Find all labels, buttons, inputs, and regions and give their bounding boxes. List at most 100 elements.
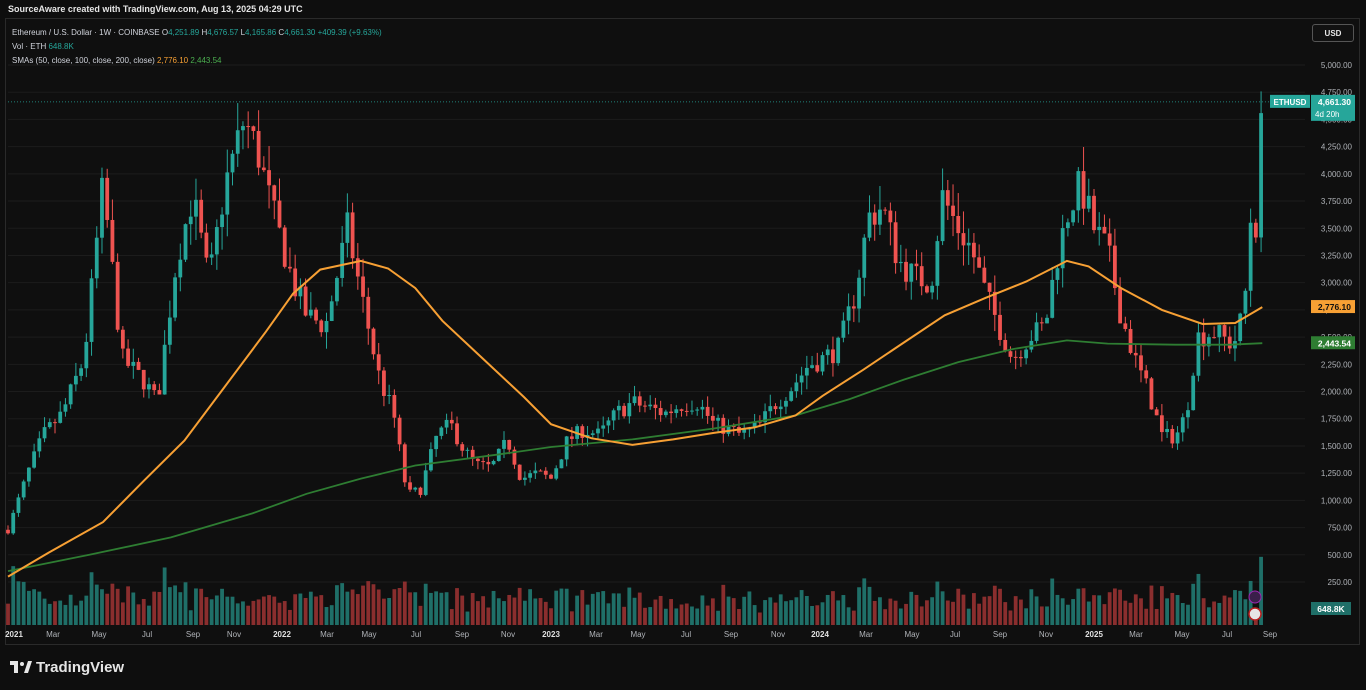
candle-body <box>194 199 198 217</box>
volume-bar <box>1186 604 1190 625</box>
volume-bar <box>277 602 282 625</box>
candle-body <box>789 391 794 401</box>
candle-body <box>376 354 381 371</box>
volume-bar <box>470 593 475 625</box>
candle-body <box>930 285 935 293</box>
candle-body <box>716 417 720 421</box>
volume-bar <box>872 600 877 625</box>
volume-bar <box>366 581 371 625</box>
volume-tag-text: 648.8K <box>1317 604 1345 614</box>
volume-bar <box>319 595 324 625</box>
candle-body <box>147 384 151 390</box>
volume-bar <box>194 588 198 625</box>
volume-bar <box>1212 601 1216 625</box>
attribution-text: SourceAware created with TradingView.com… <box>8 4 303 14</box>
candle-body <box>507 439 512 450</box>
candle-body <box>1081 171 1086 209</box>
volume-bar <box>434 591 439 625</box>
x-tick-label: Jul <box>1222 630 1232 639</box>
candle-body <box>690 410 694 412</box>
candle-body <box>810 365 814 368</box>
volume-bar <box>841 595 846 625</box>
candle-body <box>658 408 663 416</box>
volume-bar <box>371 584 376 625</box>
candle-body <box>705 406 710 416</box>
volume-bar <box>1180 602 1185 625</box>
volume-bar <box>1055 594 1060 625</box>
candle-body <box>502 439 506 449</box>
volume-bar <box>1170 592 1175 625</box>
candle-body <box>110 219 115 262</box>
candle-body <box>559 459 564 469</box>
volume-bar <box>429 592 433 625</box>
legend-volume-label[interactable]: Vol · ETH <box>12 42 47 51</box>
candle-body <box>1076 171 1081 211</box>
candle-body <box>1159 415 1164 433</box>
tradingview-logo[interactable]: TradingView <box>10 659 124 676</box>
volume-bar <box>1050 578 1055 625</box>
volume-bar <box>340 583 345 625</box>
x-tick-label: Sep <box>1263 630 1278 639</box>
volume-bar <box>6 603 10 625</box>
candle-body <box>455 423 459 445</box>
volume-bar <box>883 609 888 625</box>
volume-bar <box>831 591 835 625</box>
legend-close-label: C <box>278 28 285 37</box>
candle-body <box>601 425 606 429</box>
volume-bar <box>173 585 177 625</box>
volume-bar <box>120 602 125 625</box>
candle-body <box>643 405 647 407</box>
candle-body <box>966 242 971 246</box>
volume-bar <box>1060 598 1065 625</box>
volume-bar <box>966 608 971 625</box>
volume-bar <box>481 596 486 625</box>
candle-body <box>293 268 298 297</box>
volume-bar <box>1201 598 1206 625</box>
candle-body <box>1222 325 1227 337</box>
volume-bar <box>768 597 773 625</box>
chart-panel[interactable] <box>5 18 1360 645</box>
volume-bar <box>293 594 298 625</box>
volume-bar <box>590 593 595 625</box>
candle-body <box>616 405 621 411</box>
candle-body <box>329 301 334 322</box>
volume-bar <box>1003 602 1008 625</box>
volume-bar <box>951 601 955 625</box>
candle-body <box>987 282 992 292</box>
candle-body <box>815 365 820 372</box>
y-tick-label: 1,500.00 <box>1321 442 1353 451</box>
candle-body <box>413 487 418 490</box>
volume-bar <box>972 593 976 625</box>
candle-body <box>220 214 224 228</box>
candle-body <box>679 409 684 411</box>
volume-bar <box>747 591 752 625</box>
volume-bar <box>105 593 110 625</box>
candle-body <box>1139 355 1143 371</box>
candle-body <box>1003 339 1008 352</box>
volume-bar <box>1144 608 1149 625</box>
candle-body <box>653 404 658 409</box>
price-tag-bg <box>1311 94 1355 121</box>
volume-bar <box>898 608 903 625</box>
volume-bar <box>1086 601 1091 625</box>
volume-bar <box>737 609 741 625</box>
candle-body <box>251 126 256 131</box>
x-tick-label: Nov <box>1039 630 1053 639</box>
volume-bar <box>982 596 987 625</box>
volume-bar <box>533 598 538 625</box>
candle-body <box>141 369 146 390</box>
legend-symbol[interactable]: Ethereum / U.S. Dollar · 1W · COINBASE <box>12 28 160 37</box>
volume-bar <box>538 598 543 625</box>
top-bar: SourceAware created with TradingView.com… <box>0 0 1366 18</box>
candle-body <box>1144 370 1149 379</box>
legend-sma-label[interactable]: SMAs (50, close, 100, close, 200, close) <box>12 56 155 65</box>
y-tick-label: 5,000.00 <box>1321 61 1353 70</box>
volume-bar <box>73 605 78 625</box>
x-tick-label: 2024 <box>811 630 829 639</box>
currency-button[interactable]: USD <box>1312 24 1354 42</box>
volume-bar <box>1159 586 1164 625</box>
candle-body <box>470 449 475 459</box>
candle-body <box>42 427 47 439</box>
candle-body <box>100 177 104 238</box>
